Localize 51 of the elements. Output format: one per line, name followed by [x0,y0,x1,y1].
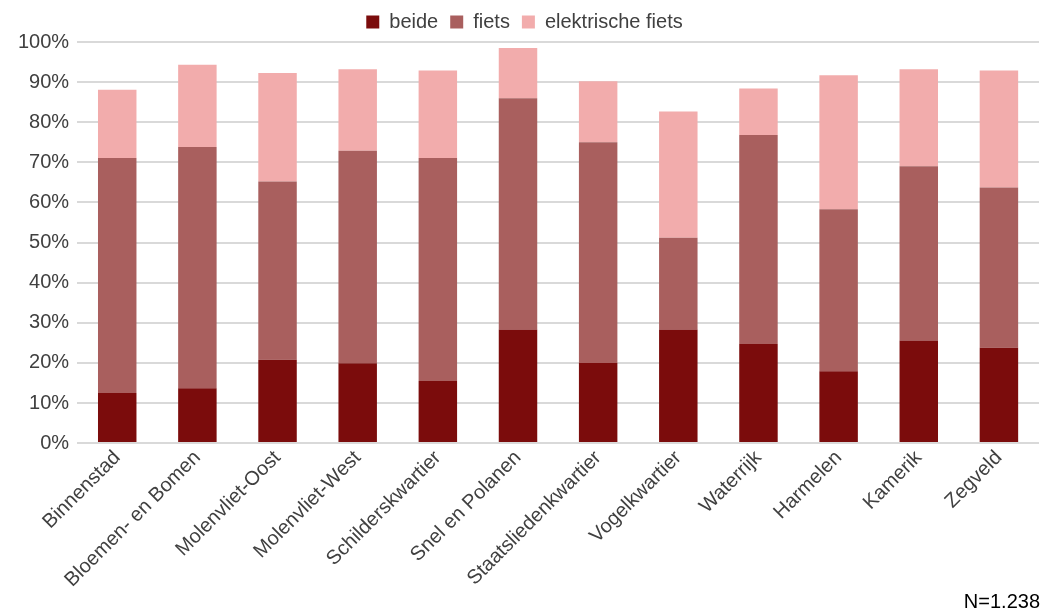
legend-label: fiets [473,9,510,32]
bar [178,64,217,148]
bar [739,135,778,345]
bar [819,209,858,372]
bar [418,157,458,381]
bar [338,363,377,443]
y-tick-label: 70% [29,149,70,172]
bar [899,166,939,341]
bar [498,98,538,330]
bar [258,181,297,360]
bar [498,329,538,443]
text: N=1.238 [963,589,1040,612]
y-tick-label: 0% [40,430,70,453]
bar [899,340,939,443]
bar [979,347,1019,443]
y-tick-label: 40% [29,270,70,293]
bar [819,75,858,210]
y-tick-label: 90% [29,69,70,92]
y-tick-label: 80% [29,109,70,132]
bar [979,187,1019,348]
bar [97,157,137,393]
y-tick-label: 50% [29,230,70,253]
y-tick-label: 10% [29,390,70,413]
bar [178,388,217,443]
bar [979,70,1019,188]
bar [659,111,698,238]
bar [97,392,137,443]
bar [659,329,698,443]
legend-label: elektrische fiets [544,9,683,32]
bar [578,142,618,363]
bar [258,359,297,443]
bar [418,380,458,443]
bar [578,81,618,143]
bar [338,150,377,364]
bar [97,89,137,158]
bar [739,344,778,443]
bar [578,362,618,443]
y-tick-label: 60% [29,189,70,212]
bar [659,237,698,330]
bar [739,88,778,136]
bar [819,371,858,443]
bar [498,48,538,99]
y-tick-label: 20% [29,350,70,373]
bar [899,69,939,167]
bar [178,147,217,389]
y-tick-label: 100% [18,29,70,52]
bar [338,69,377,151]
legend-label: beide [389,9,439,32]
bar [258,72,297,182]
y-tick-label: 30% [29,310,70,333]
bar [418,70,458,158]
